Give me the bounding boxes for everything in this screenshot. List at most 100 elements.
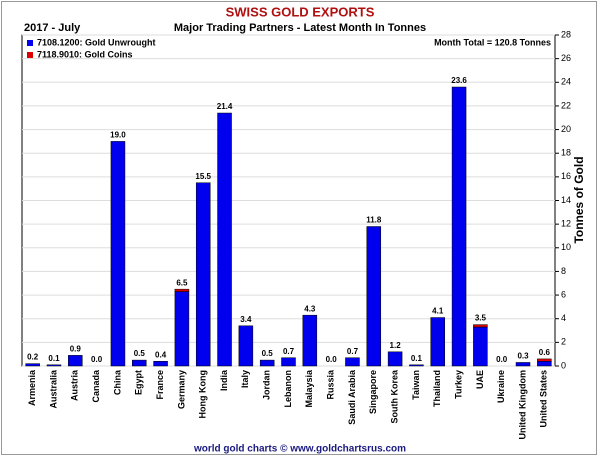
- y-tick-label: 16: [561, 171, 571, 181]
- bar-segment: [46, 364, 62, 367]
- x-tick-label: Russia: [326, 369, 336, 400]
- x-tick-label: China: [112, 369, 122, 395]
- annotation: Month Total = 120.8 Tonnes: [434, 37, 551, 47]
- y-tick-label: 26: [561, 53, 571, 63]
- legend-label: 7118.9010: Gold Coins: [37, 49, 133, 59]
- legend-swatch: [27, 52, 33, 58]
- bar-segment: [217, 112, 232, 367]
- y-tick-label: 0: [561, 360, 566, 370]
- bar-segment: [259, 359, 275, 367]
- x-tick-label: Taiwan: [411, 370, 421, 400]
- x-tick-label: Austria: [70, 369, 80, 401]
- bar-segment: [281, 357, 296, 367]
- x-tick-label: Ukraine: [496, 370, 506, 403]
- data-label: 0.1: [48, 354, 60, 363]
- bar-segment: [110, 141, 126, 367]
- bar-segment: [409, 364, 424, 367]
- x-tick-label: Singapore: [368, 370, 378, 414]
- bar-segment: [430, 317, 445, 367]
- x-tick-label: UAE: [475, 370, 485, 389]
- data-label: 0.3: [517, 352, 529, 361]
- data-label: 0.1: [411, 354, 423, 363]
- data-label: 0.6: [539, 348, 551, 357]
- bar-segment: [302, 314, 318, 367]
- y-tick-label: 2: [561, 337, 566, 347]
- bar-segment: [515, 362, 531, 367]
- bar-segment: [473, 326, 488, 367]
- legend-swatch: [27, 40, 33, 46]
- x-tick-label: Hong Kong: [198, 370, 208, 419]
- data-label: 0.7: [347, 347, 359, 356]
- subtitle: Major Trading Partners - Latest Month In…: [174, 22, 426, 34]
- x-tick-label: Canada: [91, 369, 101, 403]
- x-tick-label: Thailand: [432, 370, 442, 407]
- y-tick-label: 10: [561, 242, 571, 252]
- bar-segment: [132, 359, 147, 367]
- period: 2017 - July: [24, 22, 81, 34]
- bar-segment: [195, 182, 211, 367]
- y-tick-label: 12: [561, 219, 571, 229]
- y-tick-label: 6: [561, 289, 566, 299]
- data-label: 19.0: [110, 131, 126, 140]
- bar-segment: [68, 355, 83, 367]
- x-tick-label: Germany: [176, 370, 186, 409]
- x-tick-label: India: [219, 369, 229, 391]
- data-label: 4.3: [304, 304, 316, 313]
- data-label: 0.0: [496, 355, 508, 364]
- x-tick-label: Australia: [48, 369, 58, 409]
- x-tick-label: United States: [539, 370, 549, 428]
- x-tick-label: Malaysia: [304, 369, 314, 408]
- y-axis-label: Tonnes of Gold: [572, 156, 586, 243]
- bar-segment: [153, 361, 168, 367]
- y-tick-label: 18: [561, 148, 571, 158]
- data-label: 4.1: [432, 307, 444, 316]
- data-label: 11.8: [366, 216, 382, 225]
- bar-segment: [174, 288, 190, 292]
- bar-segment: [451, 86, 467, 367]
- x-tick-label: United Kingdom: [517, 370, 527, 440]
- chart-title: SWISS GOLD EXPORTS: [226, 4, 375, 19]
- x-tick-label: France: [155, 370, 165, 400]
- bar-segment: [174, 291, 190, 367]
- footer: world gold charts © www.goldchartsrus.co…: [193, 444, 406, 455]
- y-tick-label: 22: [561, 100, 571, 110]
- y-tick-label: 8: [561, 266, 566, 276]
- legend-label: 7108.1200: Gold Unwrought: [37, 37, 156, 47]
- data-label: 0.4: [155, 350, 167, 359]
- x-tick-label: Lebanon: [283, 370, 293, 408]
- y-tick-label: 14: [561, 195, 571, 205]
- data-label: 0.7: [283, 347, 295, 356]
- data-label: 6.5: [176, 278, 188, 287]
- bar-segment: [25, 363, 40, 367]
- x-tick-label: Egypt: [134, 370, 144, 395]
- x-tick-label: Turkey: [453, 370, 463, 399]
- bar-segment: [537, 358, 552, 362]
- y-tick-label: 20: [561, 124, 571, 134]
- bar-segment: [366, 226, 382, 367]
- data-label: 21.4: [217, 102, 233, 111]
- x-tick-label: Italy: [240, 370, 250, 388]
- data-label: 1.2: [390, 341, 402, 350]
- data-label: 15.5: [195, 172, 211, 181]
- data-label: 0.5: [262, 349, 274, 358]
- data-label: 0.0: [91, 355, 103, 364]
- y-tick-label: 28: [561, 29, 571, 39]
- x-tick-label: South Korea: [389, 369, 399, 423]
- data-label: 23.6: [451, 76, 467, 85]
- bar-segment: [345, 357, 360, 367]
- data-label: 3.5: [475, 314, 487, 323]
- y-tick-label: 4: [561, 313, 566, 323]
- x-tick-label: Jordan: [262, 370, 272, 400]
- x-tick-label: Armenia: [27, 369, 37, 406]
- data-label: 0.2: [27, 353, 39, 362]
- data-label: 0.5: [134, 349, 146, 358]
- data-label: 0.9: [70, 344, 82, 353]
- y-tick-label: 24: [561, 77, 571, 87]
- bar-segment: [473, 324, 488, 328]
- bar-segment: [387, 351, 403, 367]
- bar-segment: [238, 325, 254, 367]
- bar-segment: [537, 361, 552, 367]
- x-tick-label: Saudi Arabia: [347, 369, 357, 425]
